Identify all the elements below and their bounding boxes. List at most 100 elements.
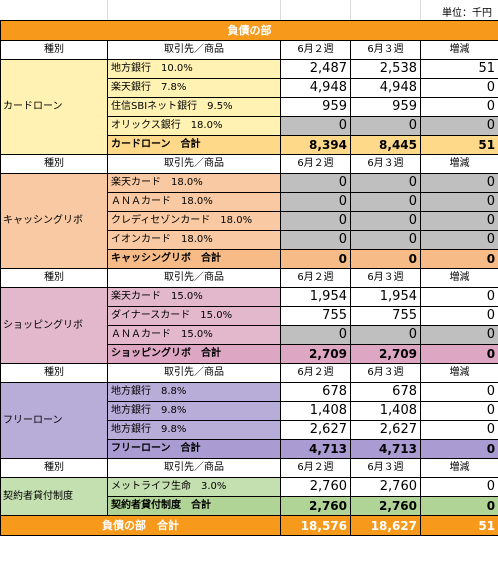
header-category[interactable]: 種別: [0, 40, 108, 60]
grand-total-week3[interactable]: 18,627: [350, 515, 421, 536]
week2-value[interactable]: 2,487: [280, 59, 351, 79]
week3-value[interactable]: 0: [350, 211, 421, 231]
total-diff[interactable]: 0: [419, 439, 498, 459]
diff-value[interactable]: 0: [419, 97, 498, 117]
diff-value[interactable]: 0: [419, 325, 498, 345]
week2-value[interactable]: 0: [280, 325, 351, 345]
item-cell[interactable]: 地方銀行 10.0%: [107, 59, 281, 79]
category-cell[interactable]: カードローン: [0, 59, 108, 155]
week2-value[interactable]: 0: [280, 192, 351, 212]
item-cell[interactable]: ＡＮＡカード 15.0%: [107, 325, 281, 345]
total-diff[interactable]: 0: [419, 344, 498, 364]
week2-value[interactable]: 2,760: [280, 477, 351, 497]
item-cell[interactable]: ダイナースカード 15.0%: [107, 306, 281, 326]
week2-value[interactable]: 4,948: [280, 78, 351, 98]
week3-value[interactable]: 0: [350, 116, 421, 136]
week2-value[interactable]: 959: [280, 97, 351, 117]
week2-value[interactable]: 755: [280, 306, 351, 326]
week3-value[interactable]: 2,760: [350, 477, 421, 497]
total-label[interactable]: 契約者貸付制度 合計: [107, 496, 281, 516]
total-week2[interactable]: 2,760: [280, 496, 351, 516]
header-item[interactable]: 取引先／商品: [107, 458, 281, 478]
item-cell[interactable]: 地方銀行 9.8%: [107, 420, 281, 440]
header-diff[interactable]: 増減: [419, 40, 498, 60]
header-week2[interactable]: 6月２週: [280, 268, 351, 288]
week3-value[interactable]: 0: [350, 173, 421, 193]
header-diff[interactable]: 増減: [419, 363, 498, 383]
header-week3[interactable]: 6月３週: [350, 458, 421, 478]
category-cell[interactable]: フリーローン: [0, 382, 108, 459]
header-category[interactable]: 種別: [0, 458, 108, 478]
header-week3[interactable]: 6月３週: [350, 363, 421, 383]
category-cell[interactable]: キャッシングリボ: [0, 173, 108, 269]
header-diff[interactable]: 増減: [419, 154, 498, 174]
week2-value[interactable]: 0: [280, 173, 351, 193]
week2-value[interactable]: 678: [280, 382, 351, 402]
item-cell[interactable]: 楽天カード 18.0%: [107, 173, 281, 193]
header-week3[interactable]: 6月３週: [350, 268, 421, 288]
header-week2[interactable]: 6月２週: [280, 154, 351, 174]
total-label[interactable]: ショッピングリボ 合計: [107, 344, 281, 364]
item-cell[interactable]: イオンカード 18.0%: [107, 230, 281, 250]
week3-value[interactable]: 4,948: [350, 78, 421, 98]
header-week2[interactable]: 6月２週: [280, 458, 351, 478]
header-category[interactable]: 種別: [0, 363, 108, 383]
item-cell[interactable]: 楽天銀行 7.8%: [107, 78, 281, 98]
week3-value[interactable]: 678: [350, 382, 421, 402]
header-diff[interactable]: 増減: [419, 458, 498, 478]
total-label[interactable]: キャッシングリボ 合計: [107, 249, 281, 269]
diff-value[interactable]: 0: [419, 477, 498, 497]
total-week2[interactable]: 4,713: [280, 439, 351, 459]
total-week3[interactable]: 4,713: [350, 439, 421, 459]
week3-value[interactable]: 0: [350, 230, 421, 250]
item-cell[interactable]: 楽天カード 15.0%: [107, 287, 281, 307]
header-week2[interactable]: 6月２週: [280, 40, 351, 60]
item-cell[interactable]: オリックス銀行 18.0%: [107, 116, 281, 136]
category-cell[interactable]: ショッピングリボ: [0, 287, 108, 364]
header-week2[interactable]: 6月２週: [280, 363, 351, 383]
diff-value[interactable]: 0: [419, 401, 498, 421]
week3-value[interactable]: 0: [350, 325, 421, 345]
diff-value[interactable]: 0: [419, 382, 498, 402]
diff-value[interactable]: 0: [419, 78, 498, 98]
total-diff[interactable]: 0: [419, 496, 498, 516]
week3-value[interactable]: 755: [350, 306, 421, 326]
total-diff[interactable]: 0: [419, 249, 498, 269]
total-week3[interactable]: 8,445: [350, 135, 421, 155]
week2-value[interactable]: 0: [280, 116, 351, 136]
total-week3[interactable]: 0: [350, 249, 421, 269]
header-category[interactable]: 種別: [0, 154, 108, 174]
diff-value[interactable]: 0: [419, 192, 498, 212]
week3-value[interactable]: 2,627: [350, 420, 421, 440]
header-diff[interactable]: 増減: [419, 268, 498, 288]
diff-value[interactable]: 0: [419, 173, 498, 193]
total-week3[interactable]: 2,760: [350, 496, 421, 516]
header-week3[interactable]: 6月３週: [350, 154, 421, 174]
item-cell[interactable]: メットライフ生命 3.0%: [107, 477, 281, 497]
total-week2[interactable]: 8,394: [280, 135, 351, 155]
total-diff[interactable]: 51: [419, 135, 498, 155]
header-week3[interactable]: 6月３週: [350, 40, 421, 60]
week2-value[interactable]: 0: [280, 230, 351, 250]
grand-total-week2[interactable]: 18,576: [280, 515, 351, 536]
item-cell[interactable]: 住信SBIネット銀行 9.5%: [107, 97, 281, 117]
header-category[interactable]: 種別: [0, 268, 108, 288]
diff-value[interactable]: 51: [419, 59, 498, 79]
item-cell[interactable]: 地方銀行 8.8%: [107, 382, 281, 402]
week2-value[interactable]: 2,627: [280, 420, 351, 440]
table-title[interactable]: 負債の部: [0, 20, 498, 41]
week2-value[interactable]: 0: [280, 211, 351, 231]
week2-value[interactable]: 1,954: [280, 287, 351, 307]
header-item[interactable]: 取引先／商品: [107, 268, 281, 288]
diff-value[interactable]: 0: [419, 420, 498, 440]
diff-value[interactable]: 0: [419, 116, 498, 136]
item-cell[interactable]: ＡＮＡカード 18.0%: [107, 192, 281, 212]
total-label[interactable]: カードローン 合計: [107, 135, 281, 155]
week2-value[interactable]: 1,408: [280, 401, 351, 421]
diff-value[interactable]: 0: [419, 230, 498, 250]
header-item[interactable]: 取引先／商品: [107, 40, 281, 60]
week3-value[interactable]: 1,954: [350, 287, 421, 307]
item-cell[interactable]: クレディセゾンカード 18.0%: [107, 211, 281, 231]
diff-value[interactable]: 0: [419, 211, 498, 231]
header-item[interactable]: 取引先／商品: [107, 363, 281, 383]
